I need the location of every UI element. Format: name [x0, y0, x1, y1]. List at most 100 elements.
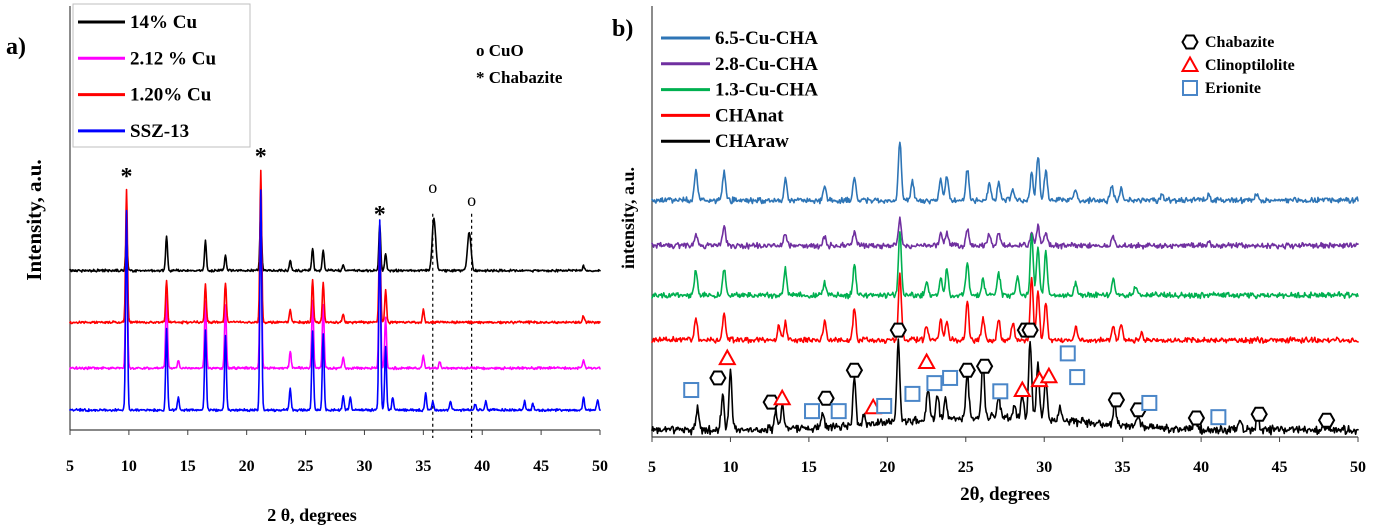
chabazite-marker: [975, 358, 994, 374]
legend-label: 14% Cu: [130, 12, 197, 33]
legend-label: 2.12 % Cu: [130, 48, 216, 69]
legend-item-14pct-cu: 14% Cu: [78, 12, 197, 33]
legend-erionite-marker: [1182, 80, 1198, 96]
chabazite-marker: [1107, 392, 1126, 408]
legend-label: 1.3-Cu-CHA: [715, 80, 818, 101]
panel-b: b) intensity, a.u. 2θ, degrees 5 10 15 20 25…: [612, 6, 1366, 505]
chabazite-marker: [1317, 412, 1336, 428]
panel-a-x-tick-label: 10: [121, 458, 137, 475]
panel-a-x-tick-label: 5: [66, 458, 74, 475]
panel-a-legend-note: o CuO: [476, 41, 524, 60]
legend-item-1-20pct-cu: 1.20% Cu: [78, 85, 212, 106]
panel-a-x-tick-label: 35: [415, 458, 431, 475]
panel-a-peak-annotation: *: [121, 164, 133, 190]
panel-a-x-tick-label: 50: [592, 458, 608, 475]
series-line-14pct-cu: [69, 210, 601, 273]
panel-b-x-tick-label: 40: [1193, 459, 1209, 476]
erionite-marker: [942, 369, 959, 386]
clinoptilolite-marker: [773, 388, 792, 406]
legend-label: CHAnat: [715, 105, 784, 126]
phase-legend-label: Clinoptilolite: [1205, 57, 1295, 74]
panel-a: a) Intensity, a.u. 2 θ, degrees 5 10 15 20 2…: [6, 3, 608, 525]
panel-b-x-tick-label: 45: [1272, 459, 1288, 476]
erionite-marker: [1069, 369, 1086, 386]
series-line-1-3-cu-cha: [651, 231, 1359, 300]
clinoptilolite-marker: [917, 352, 936, 369]
panel-a-x-tick-label: 15: [180, 458, 196, 475]
panel-b-y-axis-title: intensity, a.u.: [618, 167, 638, 269]
chabazite-marker: [1250, 406, 1268, 422]
panel-b-label: b): [612, 16, 633, 42]
panel-a-x-tick-label: 40: [474, 458, 490, 475]
panel-a-y-axis-title: Intensity, a.u.: [22, 159, 46, 280]
legend-label: 2.8-Cu-CHA: [715, 54, 818, 75]
panel-a-x-tick-label: 20: [239, 458, 255, 475]
legend-label: 6.5-Cu-CHA: [715, 28, 818, 49]
erionite-marker: [1141, 394, 1158, 411]
panel-a-label: a): [6, 34, 26, 60]
series-line-2-8-cu-cha: [651, 216, 1359, 250]
chabazite-marker: [1021, 322, 1039, 338]
chabazite-marker: [762, 394, 780, 410]
chabazite-marker: [958, 362, 976, 378]
panel-b-x-tick-label: 5: [648, 459, 656, 476]
panel-b-phase-legend: Chabazite Clinoptilolite Erionite: [1180, 34, 1295, 97]
series-line-1-20pct-cu: [69, 169, 601, 325]
legend-clinoptilolite-marker: [1180, 55, 1200, 72]
panel-b-x-axis-title: 2θ, degrees: [960, 484, 1050, 505]
erionite-marker: [804, 403, 821, 420]
panel-b-x-tick-label: 25: [958, 459, 974, 476]
erionite-marker: [1210, 409, 1227, 426]
chabazite-marker: [709, 370, 727, 386]
panel-b-x-tick-label: 15: [801, 459, 817, 476]
panel-a-x-tick-label: 25: [298, 458, 314, 475]
clinoptilolite-marker: [1013, 380, 1032, 397]
panel-b-x-tick-label: 35: [1115, 459, 1131, 476]
panel-b-x-tick-label: 50: [1350, 459, 1366, 476]
phase-legend-label: Chabazite: [1205, 34, 1274, 51]
panel-a-peak-annotation: o: [467, 190, 476, 210]
series-line-chanat: [651, 272, 1359, 345]
erionite-marker: [876, 397, 893, 414]
erionite-marker: [992, 383, 1009, 400]
legend-item-2-8-cu-cha: 2.8-Cu-CHA: [661, 54, 818, 75]
legend-label: 1.20% Cu: [130, 85, 212, 106]
phase-legend-label: Erionite: [1205, 80, 1261, 97]
panel-a-x-axis-title: 2 θ, degrees: [267, 505, 357, 525]
legend-item-ssz-13: SSZ-13: [78, 121, 189, 142]
panel-a-legend-note: * Chabazite: [476, 68, 563, 87]
chabazite-marker: [817, 390, 835, 406]
clinoptilolite-marker: [718, 348, 737, 366]
erionite-marker: [830, 403, 847, 420]
panel-b-legend: 6.5-Cu-CHA 2.8-Cu-CHA 1.3-Cu-CHA CHAnat CHAr…: [661, 28, 818, 152]
panel-a-x-tick-label: 45: [533, 458, 549, 475]
panel-b-x-tick-label: 10: [722, 459, 738, 476]
panel-a-peak-annotation: *: [374, 202, 386, 228]
erionite-marker: [904, 385, 921, 402]
chabazite-marker: [1187, 410, 1206, 426]
erionite-marker: [926, 375, 943, 392]
legend-label: CHAraw: [715, 131, 789, 152]
panel-a-legend-box: [72, 3, 251, 148]
legend-chabazite-marker: [1181, 34, 1199, 50]
panel-b-x-tick-label: 20: [879, 459, 895, 476]
legend-item-1-3-cu-cha: 1.3-Cu-CHA: [661, 80, 818, 101]
legend-item-2-12-pct-cu: 2.12 % Cu: [78, 48, 216, 69]
legend-item-6-5-cu-cha: 6.5-Cu-CHA: [661, 28, 818, 49]
series-line-6-5-cu-cha: [651, 141, 1359, 205]
panel-a-peak-annotation: *: [255, 144, 267, 170]
panel-b-x-tick-label: 30: [1036, 459, 1052, 476]
panel-a-x-tick-label: 30: [356, 458, 372, 475]
chabazite-marker: [845, 362, 864, 378]
panel-a-legend: 14% Cu 2.12 % Cu 1.20% Cu SSZ-13: [72, 3, 251, 148]
panel-a-peak-annotation: o: [428, 177, 437, 197]
legend-item-chanat: CHAnat: [661, 105, 784, 126]
legend-item-charaw: CHAraw: [661, 131, 789, 152]
chabazite-marker: [889, 322, 907, 338]
erionite-marker: [683, 382, 700, 399]
panel-b-plot-area: 5 10 15 20 25 30 35 40 45 50 6.5-Cu-CHA 2.8-Cu-CHA 1…: [648, 28, 1366, 476]
legend-label: SSZ-13: [130, 121, 189, 142]
series-line-ssz-13: [69, 189, 601, 413]
